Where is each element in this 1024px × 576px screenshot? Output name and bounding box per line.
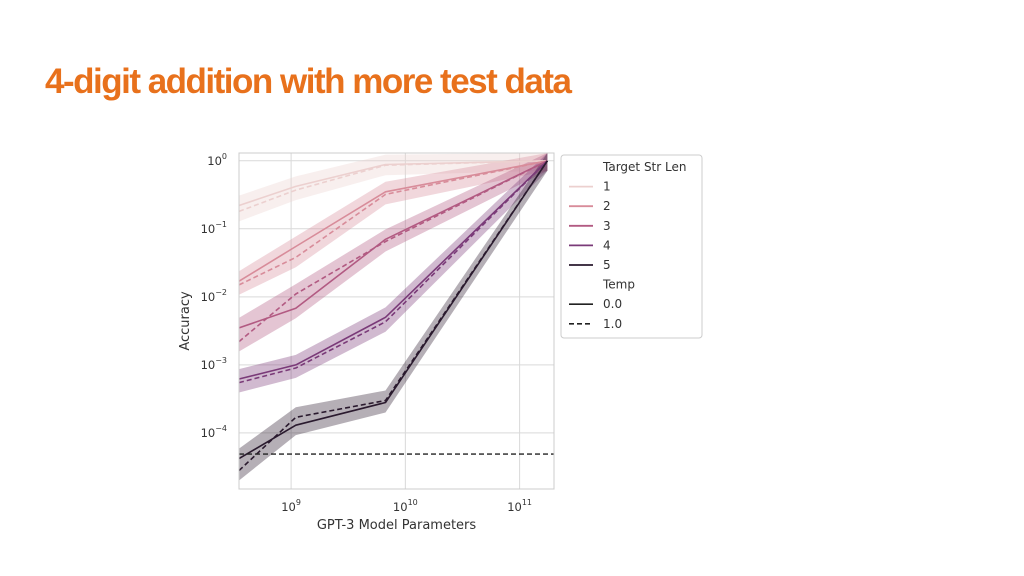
y-axis-title: Accuracy [178,291,193,351]
confidence-band-len-1 [239,153,548,222]
legend-label-len-1: 1 [603,180,611,194]
legend-label-temp-0.0: 0.0 [603,297,622,311]
confidence-band-len-3 [239,153,548,352]
y-tick-label-2: 10−2 [201,288,227,304]
series-line-len-2-temp-0.0 [238,160,548,282]
x-tick-label-1: 1010 [393,498,418,514]
x-tick-label-2: 1011 [507,498,532,514]
confidence-band-len-5 [239,153,548,481]
chart-figure: 100 10−1 10−2 10−3 10−4 109 1010 1011 GPT-3 Mode… [164,145,730,543]
series-line-len-3-temp-1.0 [238,160,548,343]
x-tick-label-0: 109 [281,498,301,514]
plot-border [238,152,555,490]
series-line-len-4-temp-0.0 [238,160,548,380]
series-line-len-5-temp-1.0 [238,160,549,472]
y-tick-label-3: 10−3 [201,356,227,372]
x-axis-title: GPT-3 Model Parameters [317,518,477,533]
legend-title-temp: Temp [602,278,635,292]
y-tick-label-0: 100 [207,152,227,168]
confidence-band-len-4 [239,153,548,393]
slide-title: 4-digit addition with more test data [45,62,572,101]
y-tick-label-4: 10−4 [201,424,227,440]
series-line-len-1-temp-1.0 [238,160,548,213]
y-tick-label-1: 10−1 [201,220,227,236]
legend-label-len-2: 2 [603,199,611,213]
legend-box [560,154,703,339]
legend-label-len-4: 4 [603,238,611,252]
legend-label-len-3: 3 [603,219,611,233]
legend-label-temp-1.0: 1.0 [603,317,622,331]
legend-label-len-5: 5 [603,258,611,272]
legend-title-target-str-len: Target Str Len [602,160,686,174]
series-line-len-4-temp-1.0 [238,160,548,384]
accuracy-chart: 100 10−1 10−2 10−3 10−4 109 1010 1011 GPT-3 Mode… [178,152,703,533]
